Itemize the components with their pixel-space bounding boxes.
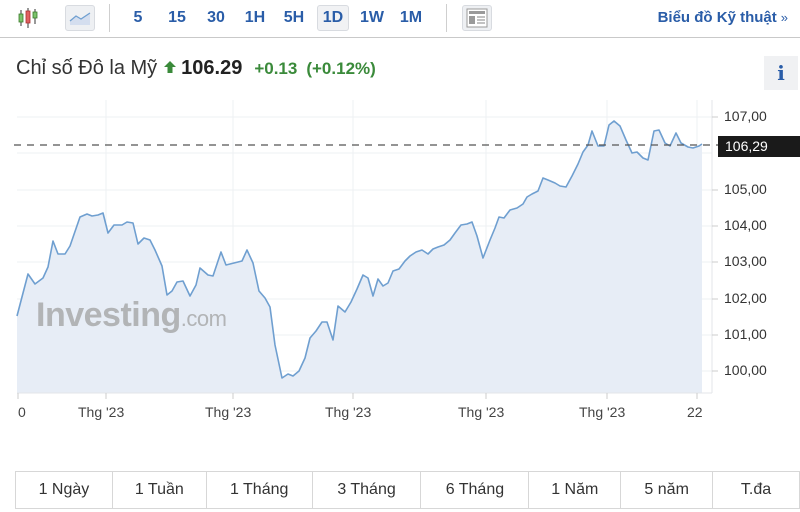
price-line (16, 120, 703, 379)
investing-watermark-logo: Investing.com (36, 296, 227, 335)
range-max[interactable]: T.đa (713, 472, 800, 508)
watermark-suffix: .com (180, 306, 227, 331)
area-chart-icon (69, 12, 91, 25)
range-1-year[interactable]: 1 Năm (529, 472, 622, 508)
x-axis-ticks (17, 393, 698, 399)
timeframe-1d[interactable]: 1D (317, 5, 349, 31)
y-axis-label: 102,00 (724, 290, 767, 306)
timeframe-1h[interactable]: 1H (244, 9, 266, 26)
current-price-tag: 106,29 (718, 136, 800, 157)
range-5-years[interactable]: 5 năm (621, 472, 714, 508)
range-1-month[interactable]: 1 Tháng (206, 472, 313, 508)
y-axis-label: 100,00 (724, 362, 767, 378)
y-axis-label: 107,00 (724, 108, 767, 124)
time-range-selector: 1 Ngày 1 Tuần 1 Tháng 3 Tháng 6 Tháng 1 … (15, 471, 800, 509)
last-price: 106.29 (181, 57, 243, 79)
x-axis-label: Thg '23 (205, 404, 252, 420)
price-change: +0.13 (254, 59, 298, 78)
watermark-brand: Investing (36, 296, 181, 334)
y-axis-label: 101,00 (724, 326, 767, 342)
arrow-up-icon (163, 60, 177, 79)
timeframe-15[interactable]: 15 (168, 9, 186, 26)
layout-button[interactable] (462, 5, 492, 31)
range-1-week[interactable]: 1 Tuần (112, 472, 207, 508)
range-1-day[interactable]: 1 Ngày (16, 472, 113, 508)
timeframe-5[interactable]: 5 (133, 9, 143, 26)
news-layout-icon (466, 8, 488, 28)
y-axis-ticks (712, 116, 718, 372)
x-axis-label: Thg '23 (325, 404, 372, 420)
candlestick-chart-button[interactable] (14, 5, 44, 31)
x-axis-label: Thg '23 (579, 404, 626, 420)
x-axis-label: 22 (687, 404, 703, 420)
double-chevron-right-icon: » (780, 10, 788, 25)
timeframe-5h[interactable]: 5H (283, 9, 305, 26)
x-axis-label: Thg '23 (78, 404, 125, 420)
timeframe-30[interactable]: 30 (207, 9, 225, 26)
range-3-months[interactable]: 3 Tháng (312, 472, 422, 508)
price-area-fill (17, 121, 702, 393)
x-axis-label: Thg '23 (458, 404, 505, 420)
y-axis-label: 105,00 (724, 181, 767, 197)
instrument-name: Chỉ số Đô la Mỹ (16, 57, 158, 79)
info-button[interactable]: i (764, 56, 798, 90)
quote-header: Chỉ số Đô la Mỹ 106.29 +0.13 (+0.12%) (16, 57, 376, 83)
price-change-percent: (+0.12%) (306, 59, 376, 78)
info-icon: i (777, 61, 785, 85)
timeframe-1m[interactable]: 1M (399, 9, 423, 26)
toolbar-divider (109, 4, 110, 32)
timeframe-1w[interactable]: 1W (360, 9, 384, 26)
technical-chart-link[interactable]: Biểu đồ Kỹ thuật» (658, 5, 788, 31)
chart-toolbar: 5 15 30 1H 5H 1D 1W 1M Biểu đồ Kỹ thuật» (0, 0, 800, 38)
y-axis-label: 104,00 (724, 217, 767, 233)
candlestick-icon (18, 8, 38, 28)
technical-chart-label: Biểu đồ Kỹ thuật (657, 9, 777, 26)
price-chart[interactable] (0, 0, 800, 430)
y-axis-label: 103,00 (724, 253, 767, 269)
toolbar-divider (446, 4, 447, 32)
area-chart-button[interactable] (65, 5, 95, 31)
range-6-months[interactable]: 6 Tháng (421, 472, 530, 508)
x-axis-label: 0 (18, 404, 26, 420)
